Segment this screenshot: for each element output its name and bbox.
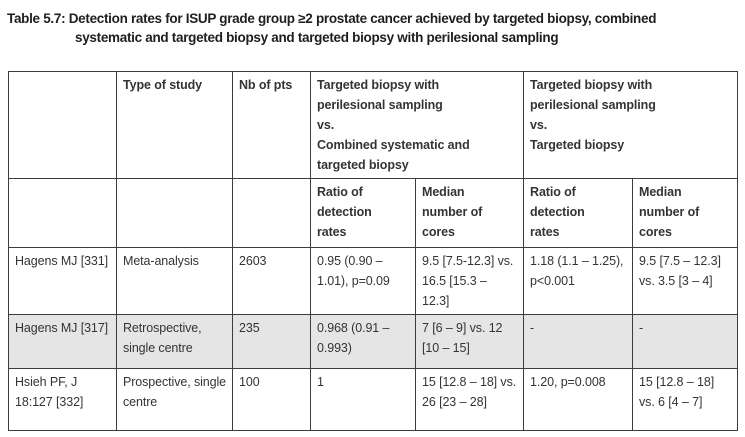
cell-median-cores-1: 15 [12.8 – 18] vs. 26 [23 – 28]	[414, 368, 525, 431]
cell-type-of-study: Meta-analysis	[116, 247, 233, 315]
cell-median-cores-2: 15 [12.8 – 18] vs. 6 [4 – 7]	[632, 368, 739, 431]
cell-type-of-study: Prospective, single centre	[116, 368, 233, 431]
table-caption: Table 5.7: Detection rates for ISUP grad…	[7, 9, 739, 47]
table-row: Hagens MJ [317] Retrospective, single ce…	[8, 314, 739, 369]
table-row: Hsieh PF, J 18:127 [332] Prospective, si…	[8, 368, 739, 431]
cell-nb-pts: 100	[232, 368, 311, 431]
cell-ratio-detection-2: -	[523, 314, 634, 369]
subheader-ratio-detection-2: Ratio of detection rates	[523, 178, 634, 248]
header-row-subcolumns: Ratio of detection rates Median number o…	[8, 178, 739, 248]
cell-study: Hagens MJ [317]	[8, 314, 117, 369]
cell-median-cores-1: 9.5 [7.5-12.3] vs. 16.5 [15.3 – 12.3]	[414, 247, 525, 315]
cell-ratio-detection-1: 0.968 (0.91 – 0.993)	[310, 314, 416, 369]
subheader-median-cores-1: Median number of cores	[414, 178, 525, 248]
header-row-groups: Type of study Nb of pts Targeted biopsy …	[8, 71, 739, 179]
studies-table: Type of study Nb of pts Targeted biopsy …	[8, 71, 739, 431]
table-row: Hagens MJ [331] Meta-analysis 2603 0.95 …	[8, 247, 739, 315]
header-nb-of-pts: Nb of pts	[232, 71, 311, 179]
subheader-median-cores-2: Median number of cores	[632, 178, 739, 248]
subheader-blank-1	[8, 178, 117, 248]
header-group-perilesional-vs-combined: Targeted biopsy with perilesional sampli…	[309, 71, 525, 179]
cell-study: Hsieh PF, J 18:127 [332]	[8, 368, 117, 431]
cell-ratio-detection-1: 1	[310, 368, 416, 431]
subheader-ratio-detection-1: Ratio of detection rates	[310, 178, 416, 248]
table-container: Type of study Nb of pts Targeted biopsy …	[8, 71, 739, 431]
subheader-blank-2	[116, 178, 233, 248]
header-study-blank	[8, 71, 117, 179]
cell-type-of-study: Retrospective, single centre	[116, 314, 233, 369]
header-type-of-study: Type of study	[116, 71, 233, 179]
table-caption-line1: Table 5.7: Detection rates for ISUP grad…	[7, 11, 657, 26]
cell-ratio-detection-1: 0.95 (0.90 – 1.01), p=0.09	[310, 247, 416, 315]
cell-ratio-detection-2: 1.18 (1.1 – 1.25), p<0.001	[523, 247, 634, 315]
cell-median-cores-2: 9.5 [7.5 – 12.3] vs. 3.5 [3 – 4]	[632, 247, 739, 315]
table-caption-line2: systematic and targeted biopsy and targe…	[75, 30, 559, 45]
cell-median-cores-2: -	[632, 314, 739, 369]
cell-ratio-detection-2: 1.20, p=0.008	[523, 368, 634, 431]
cell-study: Hagens MJ [331]	[8, 247, 117, 315]
cell-nb-pts: 235	[232, 314, 311, 369]
cell-nb-pts: 2603	[232, 247, 311, 315]
subheader-blank-3	[232, 178, 311, 248]
header-group-perilesional-vs-targeted: Targeted biopsy with perilesional sampli…	[523, 71, 739, 179]
cell-median-cores-1: 7 [6 – 9] vs. 12 [10 – 15]	[414, 314, 525, 369]
